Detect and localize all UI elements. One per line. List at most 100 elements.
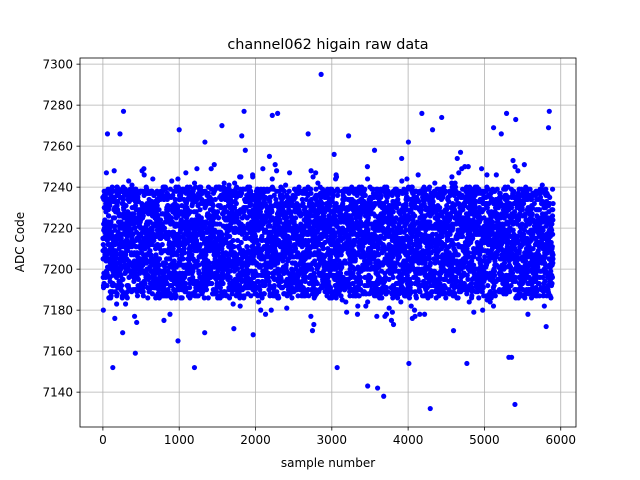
data-point <box>134 319 140 326</box>
data-point <box>343 299 349 305</box>
data-point <box>247 184 253 190</box>
data-point <box>333 174 340 180</box>
data-point <box>132 225 138 231</box>
data-point <box>149 291 155 297</box>
data-point <box>186 285 193 291</box>
data-point <box>449 174 455 180</box>
data-point <box>134 293 141 299</box>
data-point <box>103 170 109 176</box>
data-point <box>331 151 337 157</box>
data-point <box>161 225 168 231</box>
data-point <box>157 246 163 252</box>
data-point <box>242 147 248 153</box>
data-point <box>201 295 207 301</box>
data-point <box>203 287 210 293</box>
data-point <box>248 293 254 299</box>
data-point <box>172 196 178 203</box>
data-point <box>189 252 195 258</box>
data-point <box>390 321 397 328</box>
data-point <box>269 176 275 182</box>
data-point <box>226 256 232 262</box>
data-point <box>274 168 280 174</box>
data-point <box>174 252 180 258</box>
data-point <box>374 313 380 319</box>
data-point <box>149 227 155 233</box>
data-point <box>320 246 326 252</box>
data-point <box>268 307 274 313</box>
data-point <box>364 164 371 170</box>
data-point <box>308 190 314 196</box>
data-point <box>190 268 196 274</box>
data-point <box>161 317 167 323</box>
data-point <box>432 180 438 186</box>
data-point <box>114 301 120 307</box>
data-point <box>208 166 214 172</box>
data-point <box>245 248 251 254</box>
data-point <box>140 213 146 219</box>
data-point <box>248 188 254 194</box>
data-point <box>205 190 211 196</box>
data-point <box>114 291 120 297</box>
data-point <box>181 250 187 256</box>
data-point <box>241 293 247 299</box>
data-point <box>413 295 420 301</box>
data-point <box>151 274 158 280</box>
data-point <box>215 250 221 256</box>
data-point <box>112 315 118 321</box>
data-point <box>466 250 472 256</box>
data-point <box>162 260 169 266</box>
data-point <box>194 258 200 264</box>
data-point <box>208 268 214 274</box>
data-point <box>120 196 126 203</box>
data-point <box>308 313 314 319</box>
data-point <box>213 289 220 295</box>
data-point <box>286 188 292 194</box>
data-point <box>123 252 129 258</box>
data-point <box>234 215 240 221</box>
data-point <box>141 166 147 172</box>
data-point <box>168 215 175 221</box>
data-point <box>112 215 118 221</box>
data-point <box>284 305 290 311</box>
data-point <box>140 285 146 291</box>
data-point <box>415 172 421 178</box>
data-point <box>411 307 418 313</box>
data-point <box>154 203 160 209</box>
data-point <box>156 207 162 213</box>
data-point <box>193 209 199 215</box>
data-point <box>212 196 218 203</box>
data-point <box>120 330 126 336</box>
data-point <box>187 248 194 254</box>
data-point <box>234 266 241 272</box>
data-point <box>244 254 250 260</box>
data-point <box>111 168 117 174</box>
data-point <box>107 203 113 209</box>
data-point <box>197 241 204 248</box>
data-point <box>175 338 181 344</box>
data-point <box>227 274 233 280</box>
data-point <box>450 328 457 334</box>
data-point <box>404 176 410 182</box>
data-point <box>266 153 273 159</box>
data-point <box>132 203 139 209</box>
data-point <box>412 313 418 319</box>
data-point <box>129 182 135 188</box>
data-point <box>145 272 151 278</box>
data-point <box>125 248 131 254</box>
data-point <box>412 213 418 219</box>
data-point <box>175 176 181 182</box>
data-point <box>219 246 225 252</box>
data-point <box>311 321 317 328</box>
data-point <box>196 270 202 276</box>
data-point <box>173 270 179 276</box>
data-point <box>119 282 125 289</box>
data-point <box>145 295 151 301</box>
data-point <box>108 190 114 196</box>
data-point <box>206 260 212 266</box>
data-point <box>126 178 132 184</box>
data-point <box>276 295 282 301</box>
data-point <box>286 170 293 176</box>
data-point <box>131 313 138 319</box>
data-point <box>215 215 222 221</box>
